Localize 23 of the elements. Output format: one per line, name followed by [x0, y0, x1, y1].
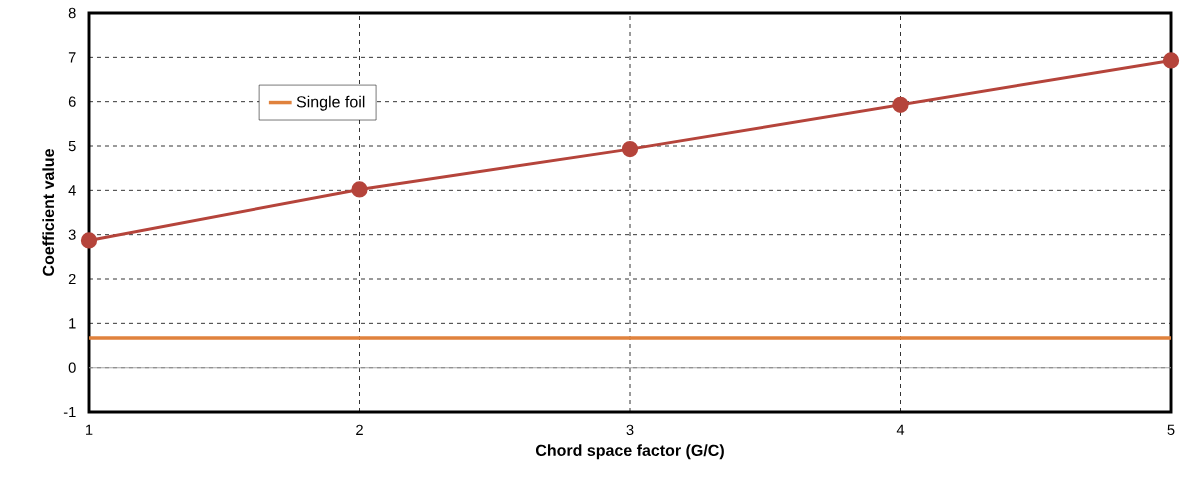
legend-label: Single foil — [296, 95, 365, 111]
y-axis-title: Coefficient value — [42, 149, 55, 276]
x-tick-label: 5 — [1167, 424, 1175, 435]
y-tick-label: 0 — [68, 362, 76, 373]
x-tick-label: 4 — [896, 424, 905, 435]
y-tick-label: 8 — [68, 7, 76, 19]
y-tick-label: 4 — [68, 185, 76, 196]
x-tick-label: 1 — [86, 424, 93, 435]
y-tick-label: 5 — [68, 140, 76, 152]
point — [621, 140, 639, 158]
x-axis-title: Chord space factor (G/C) — [535, 444, 724, 460]
x-tick-label: 3 — [626, 424, 634, 436]
point — [351, 181, 368, 198]
y-tick-label: 1 — [69, 318, 76, 329]
y-tick-label: 6 — [68, 96, 76, 107]
point — [1162, 52, 1180, 69]
y-tick-label: -1 — [63, 406, 76, 418]
y-tick-label: 2 — [68, 273, 76, 285]
y-tick-label: 3 — [68, 229, 76, 240]
point — [892, 96, 909, 113]
point — [80, 232, 98, 249]
y-tick-label: 7 — [68, 52, 76, 63]
x-tick-label: 2 — [356, 424, 363, 435]
